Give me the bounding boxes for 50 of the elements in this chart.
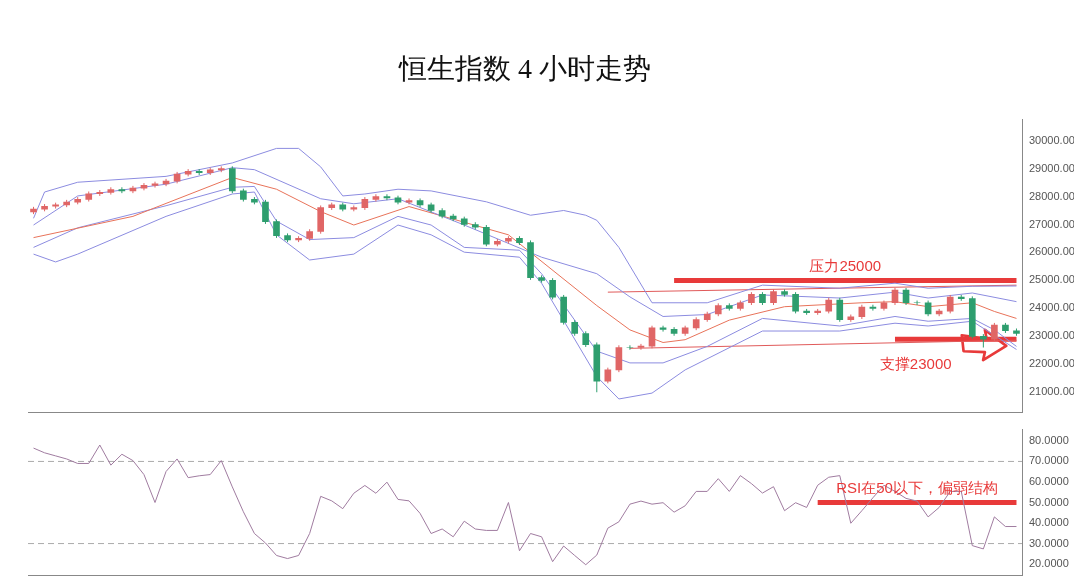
candlestick — [228, 165, 236, 194]
y-tick-label: 40.0000 — [1029, 516, 1069, 529]
candlestick — [781, 288, 788, 298]
candlestick — [913, 300, 921, 306]
candlestick — [714, 302, 722, 317]
candlestick — [85, 190, 93, 203]
candlestick — [593, 341, 601, 393]
chart-title: 恒生指数 4 小时走势 — [397, 52, 652, 86]
candlestick — [737, 300, 744, 312]
candlestick — [240, 188, 247, 203]
candlestick — [471, 221, 479, 231]
y-tick-label: 23000.00 — [1029, 329, 1074, 342]
y-tick-label: 50.0000 — [1029, 495, 1069, 508]
y-tick-label: 80.0000 — [1029, 433, 1069, 446]
candlestick — [527, 239, 534, 281]
candlestick — [571, 319, 579, 337]
candlestick — [759, 291, 766, 306]
candlestick — [748, 291, 755, 306]
candlestick — [560, 294, 567, 326]
candlestick — [549, 277, 556, 300]
candlestick — [692, 316, 700, 331]
candlestick — [284, 232, 291, 243]
y-tick-label: 27000.00 — [1029, 217, 1074, 230]
candlestick — [273, 218, 280, 239]
y-tick-label: 22000.00 — [1029, 357, 1074, 370]
series-label: 压力25000 — [809, 257, 882, 275]
candlestick — [306, 228, 313, 242]
y-tick-label: 20.0000 — [1029, 557, 1069, 570]
y-tick-label: 30.0000 — [1029, 536, 1069, 549]
candlestick — [582, 330, 590, 348]
candlestick — [538, 274, 545, 284]
y-tick-label: 60.0000 — [1029, 475, 1069, 487]
y-tick-label: 70.0000 — [1029, 454, 1069, 467]
y-tick-label: 24000.00 — [1029, 301, 1074, 314]
candlestick — [317, 204, 325, 235]
candlestick — [505, 235, 512, 244]
candlestick — [626, 344, 634, 351]
series-label: 支撑23000 — [879, 354, 952, 372]
y-tick-label: 28000.00 — [1029, 189, 1074, 202]
series-label: RSI在50以下，偏弱结构 — [836, 479, 998, 497]
candlestick — [968, 295, 976, 340]
candlestick — [1013, 328, 1020, 337]
candlestick — [516, 235, 523, 246]
y-tick-label: 25000.00 — [1029, 273, 1074, 286]
y-tick-label: 21000.00 — [1029, 385, 1074, 398]
y-tick-label: 29000.00 — [1029, 161, 1074, 174]
candlestick — [847, 314, 855, 323]
y-tick-label: 30000.00 — [1029, 133, 1074, 146]
y-tick-label: 26000.00 — [1029, 245, 1074, 258]
candlestick — [725, 302, 733, 312]
